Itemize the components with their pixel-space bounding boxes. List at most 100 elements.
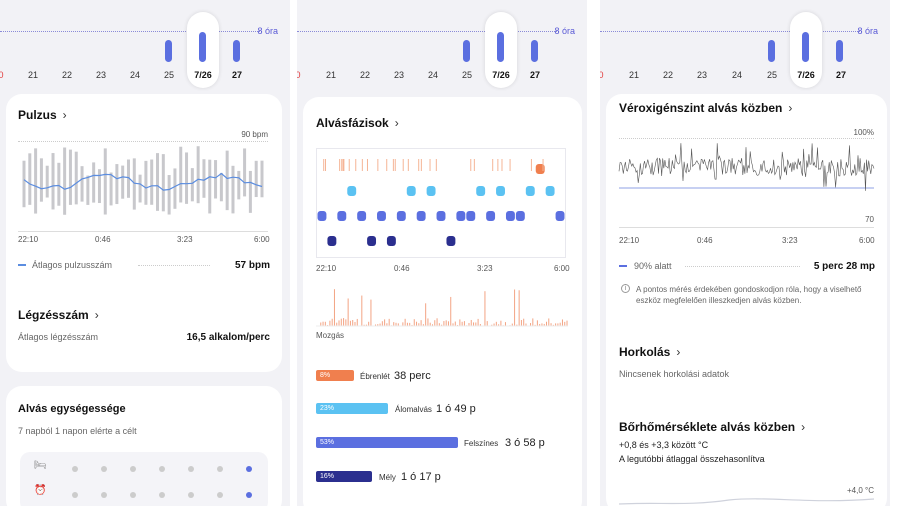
pulse-range-bar xyxy=(80,166,84,202)
oxygen-info-text: A pontos mérés érdekében gondoskodjon ró… xyxy=(636,285,862,305)
movement-bar xyxy=(473,322,475,326)
phase-bar-awake: 8% xyxy=(316,370,354,381)
day-label[interactable]: 22 xyxy=(61,70,72,80)
movement-bar xyxy=(514,289,516,326)
day-label[interactable]: 21 xyxy=(27,70,38,80)
day-label[interactable]: 25 xyxy=(461,70,472,80)
chevron-right-icon: › xyxy=(801,420,806,434)
movement-bar xyxy=(463,321,465,326)
panel-divider xyxy=(593,0,600,506)
day-bar[interactable] xyxy=(531,40,538,62)
consistency-dot xyxy=(101,492,107,498)
phase-bar-light: 53% xyxy=(316,437,458,448)
day-bar[interactable] xyxy=(802,32,809,62)
movement-bar xyxy=(333,289,335,326)
pulse-range-bar xyxy=(196,146,200,204)
pulse-range-bar xyxy=(68,149,72,205)
panel-oxygen: 8 óra 0 21 22 23 24 25 7/26 27 Véroxigén… xyxy=(600,0,890,506)
phase-name: Ébrenlét xyxy=(360,372,390,381)
skin-title-link[interactable]: Bőrhőmérséklete alvás közben › xyxy=(619,420,805,434)
day-label[interactable]: 25 xyxy=(163,70,174,80)
pulse-max-label: 90 bpm xyxy=(241,130,268,139)
pulse-title-link[interactable]: Pulzus › xyxy=(18,108,67,122)
day-bar[interactable] xyxy=(463,40,470,62)
movement-bar xyxy=(552,324,554,326)
movement-bar xyxy=(324,321,326,326)
movement-bar xyxy=(356,318,358,326)
phase-value: 38 perc xyxy=(394,370,431,382)
pulse-range-bar xyxy=(132,158,136,210)
day-label[interactable]: 7/26 xyxy=(194,70,212,80)
day-label[interactable]: 24 xyxy=(427,70,438,80)
movement-bar xyxy=(495,321,497,326)
awake-tick xyxy=(394,159,396,171)
hypnogram-segment xyxy=(327,236,337,246)
oxygen-below-label: 90% alatt xyxy=(634,261,672,271)
resp-title-link[interactable]: Légzésszám › xyxy=(18,308,99,322)
hypnogram-segment xyxy=(436,211,446,221)
phases-title-link[interactable]: Alvásfázisok › xyxy=(316,116,399,130)
day-bar[interactable] xyxy=(836,40,843,62)
pulse-range-bar xyxy=(74,151,78,205)
movement-bar xyxy=(402,322,404,326)
day-label[interactable]: 22 xyxy=(662,70,673,80)
day-bar[interactable] xyxy=(233,40,240,62)
movement-bar xyxy=(516,324,518,326)
day-label[interactable]: 21 xyxy=(628,70,639,80)
day-label[interactable]: 23 xyxy=(393,70,404,80)
pulse-range-bar xyxy=(179,146,183,203)
day-bar[interactable] xyxy=(497,32,504,62)
week-selector[interactable]: 8 óra 0 21 22 23 24 25 7/26 27 xyxy=(600,0,890,92)
movement-bar xyxy=(425,303,427,326)
pulse-range-bar xyxy=(39,158,43,202)
consistency-dot xyxy=(217,466,223,472)
day-bar[interactable] xyxy=(199,32,206,62)
day-label[interactable]: 25 xyxy=(766,70,777,80)
pulse-avg-value: 57 bpm xyxy=(234,260,270,271)
week-selector[interactable]: 8 óra 0 21 22 23 24 25 7/26 27 xyxy=(297,0,587,92)
awake-tick xyxy=(509,159,511,171)
awake-tick xyxy=(497,159,499,171)
day-label[interactable]: 7/26 xyxy=(797,70,815,80)
movement-bar xyxy=(452,323,454,326)
movement-bar xyxy=(368,321,370,326)
day-label[interactable]: 27 xyxy=(231,70,242,80)
day-label[interactable]: 0 xyxy=(0,70,4,80)
day-label[interactable]: 0 xyxy=(297,70,301,80)
chevron-right-icon: › xyxy=(788,101,793,115)
consistency-dot xyxy=(159,466,165,472)
skin-max-label: +4,0 °C xyxy=(847,486,874,495)
phases-title: Alvásfázisok xyxy=(316,116,389,130)
day-bar[interactable] xyxy=(768,40,775,62)
movement-bar xyxy=(534,324,536,326)
hypnogram-chart xyxy=(317,159,565,246)
day-label[interactable]: 27 xyxy=(835,70,846,80)
oxygen-title: Véroxigénszint alvás közben xyxy=(619,101,783,115)
day-label[interactable]: 7/26 xyxy=(492,70,510,80)
day-label[interactable]: 27 xyxy=(529,70,540,80)
day-bar[interactable] xyxy=(165,40,172,62)
day-label[interactable]: 24 xyxy=(731,70,742,80)
day-label[interactable]: 22 xyxy=(359,70,370,80)
day-label[interactable]: 24 xyxy=(129,70,140,80)
movement-bar xyxy=(468,322,470,326)
day-label[interactable]: 21 xyxy=(325,70,336,80)
pulse-range-bar xyxy=(109,172,113,206)
awake-tick xyxy=(492,159,494,171)
chevron-right-icon: › xyxy=(94,308,99,322)
snore-title-link[interactable]: Horkolás › xyxy=(619,345,680,359)
week-selector[interactable]: 8 óra 0 21 22 23 24 25 7/26 27 xyxy=(0,0,290,92)
pulse-range-bar xyxy=(237,170,241,200)
movement-bar xyxy=(379,323,381,326)
oxygen-card: Véroxigénszint alvás közben › 100% 70 22:… xyxy=(606,94,887,506)
pulse-range-bar xyxy=(34,148,38,214)
movement-bar xyxy=(406,322,408,326)
oxygen-title-link[interactable]: Véroxigénszint alvás közben › xyxy=(619,101,792,115)
resp-avg-label: Átlagos légzésszám xyxy=(18,332,99,342)
day-label[interactable]: 23 xyxy=(696,70,707,80)
movement-bar xyxy=(530,323,532,326)
day-label[interactable]: 23 xyxy=(95,70,106,80)
legend-dots xyxy=(685,266,800,267)
awake-tick xyxy=(402,159,404,171)
day-label[interactable]: 0 xyxy=(600,70,604,80)
